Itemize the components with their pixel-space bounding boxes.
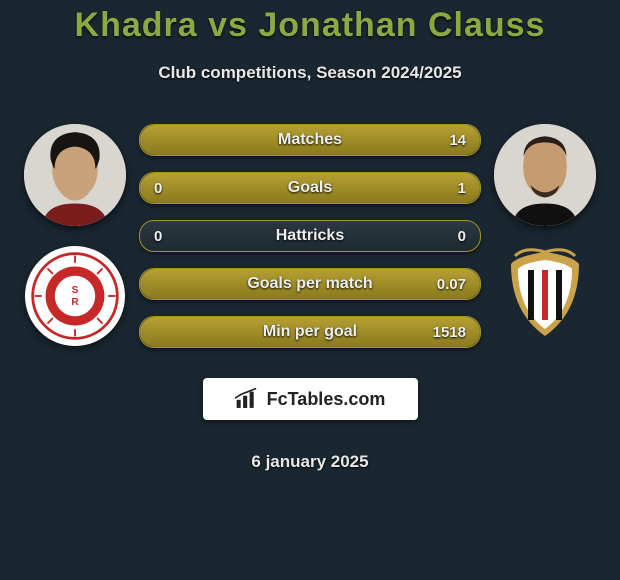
stat-value-right: 0 [458, 221, 466, 251]
stat-value-right: 14 [449, 125, 466, 155]
svg-text:R: R [71, 297, 79, 308]
stat-label: Min per goal [263, 323, 357, 341]
right-club-badge [495, 246, 595, 346]
stat-value-right: 1518 [433, 317, 466, 347]
stat-label: Matches [278, 131, 342, 149]
stat-row-hattricks: 0 Hattricks 0 [139, 220, 481, 252]
stat-row-goals: 0 Goals 1 [139, 172, 481, 204]
stat-label: Goals per match [247, 275, 372, 293]
brand-badge: FcTables.com [203, 378, 418, 420]
right-column [490, 124, 600, 472]
stat-row-matches: Matches 14 [139, 124, 481, 156]
page-title: Khadra vs Jonathan Clauss [0, 0, 620, 45]
bar-chart-icon [235, 388, 261, 410]
content-columns: S R Matches 14 [0, 124, 620, 472]
stat-label: Goals [288, 179, 332, 197]
left-column: S R [20, 124, 130, 472]
brand-text: FcTables.com [267, 389, 386, 410]
stat-value-right: 1 [458, 173, 466, 203]
right-player-photo [494, 124, 596, 226]
date-text: 6 january 2025 [251, 452, 368, 472]
stat-row-gpm: Goals per match 0.07 [139, 268, 481, 300]
stat-row-mpg: Min per goal 1518 [139, 316, 481, 348]
page-subtitle: Club competitions, Season 2024/2025 [0, 63, 620, 83]
svg-text:S: S [72, 285, 79, 296]
stat-value-left: 0 [154, 221, 162, 251]
stats-column: Matches 14 0 Goals 1 0 Hattricks 0 Goals… [130, 124, 490, 472]
stat-value-left: 0 [154, 173, 162, 203]
left-player-photo [24, 124, 126, 226]
stat-label: Hattricks [276, 227, 344, 245]
stat-value-right: 0.07 [437, 269, 466, 299]
left-club-badge: S R [25, 246, 125, 346]
